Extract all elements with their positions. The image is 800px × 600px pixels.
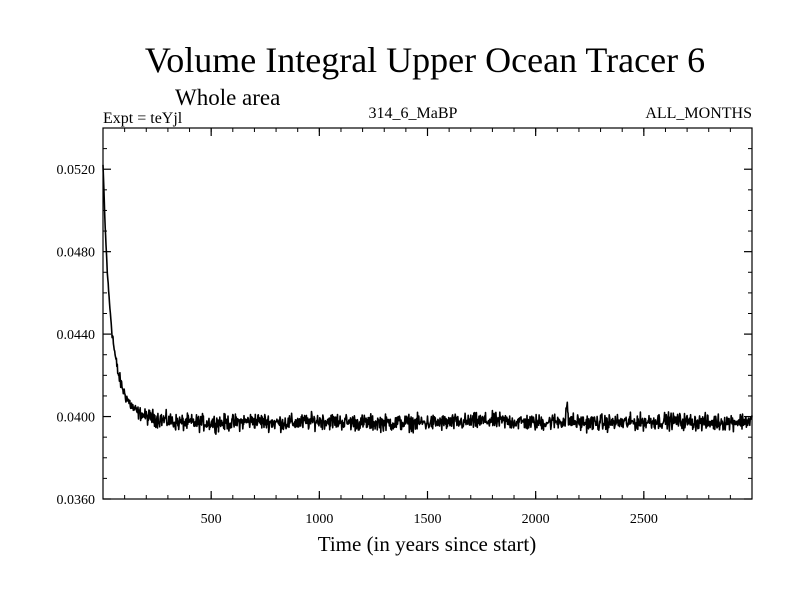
x-tick-label: 1500 [414,512,442,527]
experiment-label: Expt = teYjl [103,110,183,127]
x-tick-label: 1000 [305,512,333,527]
run-label: 314_6_MaBP [369,105,458,122]
y-tick-label: 0.0480 [57,246,96,261]
y-tick-label: 0.0520 [57,163,96,178]
x-tick-label: 500 [201,512,222,527]
period-label: ALL_MONTHS [645,105,752,122]
y-axis-ticks: 0.0360 0.0400 0.0440 0.0480 0.0520 [57,163,752,508]
y-tick-label: 0.0440 [57,328,96,343]
x-tick-label: 2000 [522,512,550,527]
chart-title: Volume Integral Upper Ocean Tracer 6 [145,40,705,80]
y-tick-label: 0.0400 [57,411,96,426]
x-axis-title: Time (in years since start) [318,532,537,556]
x-axis-ticks: 500 1000 1500 2000 2500 [201,128,658,527]
series-line [102,164,753,435]
x-tick-label: 2500 [630,512,658,527]
y-tick-label: 0.0360 [57,493,96,508]
chart-subtitle: Whole area [175,85,280,110]
minor-ticks [103,128,752,499]
plot-frame [102,127,753,500]
